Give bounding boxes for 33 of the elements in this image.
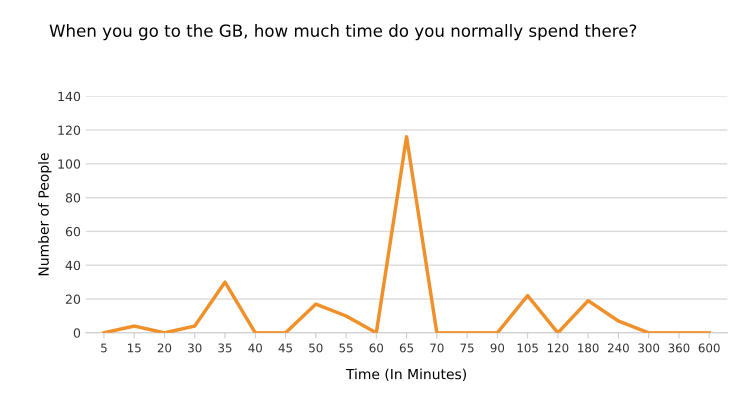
line-series [102, 135, 711, 333]
x-tick-label: 55 [339, 344, 353, 352]
y-tick-label: 20 [66, 294, 80, 304]
y-tick-label: 140 [58, 92, 80, 102]
x-tick-label: 90 [490, 343, 504, 352]
chart-title: When you go to the GB, how much time do you normally spend there? [50, 24, 636, 40]
y-tick-label: 120 [58, 126, 80, 135]
x-tick-label: 240 [608, 343, 629, 352]
y-tick-label: 60 [66, 226, 80, 236]
x-tick-label: 20 [158, 343, 172, 352]
x-axis-title: Time (In Minutes) [346, 368, 466, 381]
x-tick-label: 70 [430, 343, 444, 352]
x-tick-label: 180 [578, 343, 599, 352]
x-tick-label: 105 [518, 343, 538, 352]
y-tick-label: 80 [66, 193, 80, 203]
x-tick-label: 65 [400, 343, 414, 352]
x-tick-label: 15 [128, 344, 141, 352]
x-tick-label: 60 [370, 343, 384, 352]
x-tick-label: 40 [248, 343, 262, 352]
x-tick-label: 600 [698, 343, 720, 352]
y-tick-label: 0 [74, 328, 80, 338]
x-tick-label: 5 [101, 344, 107, 352]
x-tick-label: 120 [548, 343, 568, 352]
x-tick-label: 50 [309, 343, 323, 352]
x-tick-label: 75 [460, 344, 474, 352]
y-axis-title: Number of People [38, 153, 52, 276]
x-tick-label: 35 [218, 343, 232, 352]
x-tick-label: 30 [188, 343, 202, 352]
x-tick-label: 45 [278, 344, 292, 352]
y-tick-label: 100 [58, 159, 80, 169]
y-tick-label: 40 [66, 260, 80, 270]
x-tick-label: 360 [668, 343, 690, 352]
x-tick-label: 300 [638, 343, 660, 352]
